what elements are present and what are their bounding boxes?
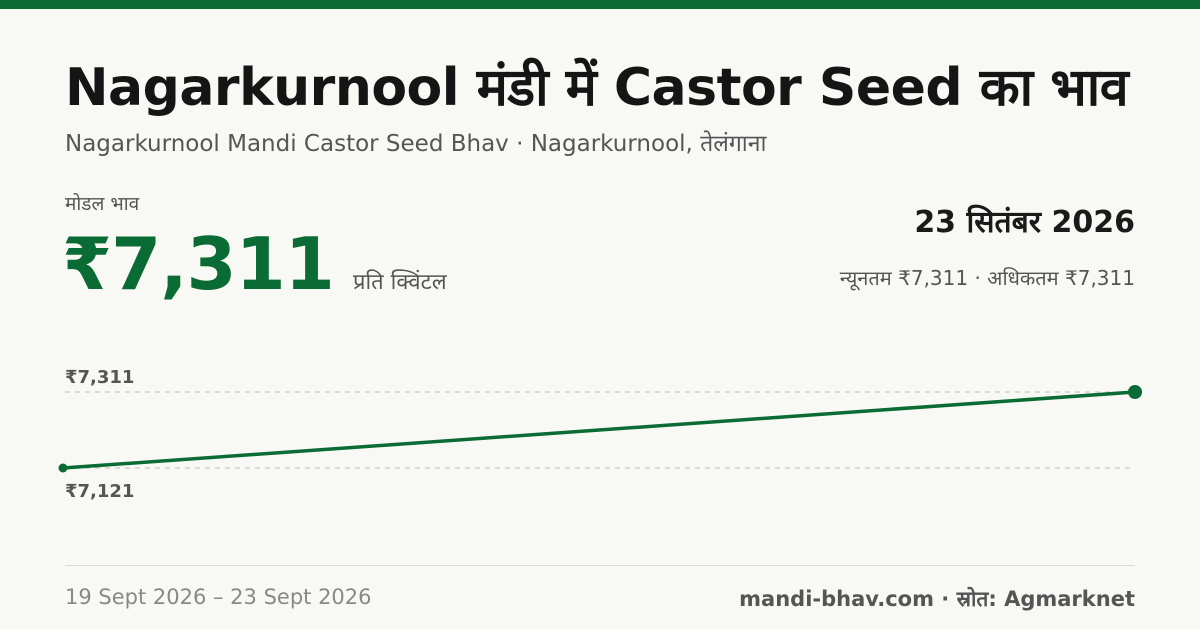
data-point-start bbox=[58, 463, 68, 473]
min-max-range: न्यूनतम ₹7,311 · अधिकतम ₹7,311 bbox=[839, 266, 1135, 290]
price-trend-chart: ₹7,311 ₹7,121 bbox=[58, 367, 1142, 502]
price-line bbox=[61, 390, 1137, 470]
price-date: 23 सितंबर 2026 bbox=[914, 205, 1135, 240]
footer-divider bbox=[65, 565, 1135, 566]
model-price-label: मोडल भाव bbox=[65, 193, 140, 215]
y-tick-label-top: ₹7,311 bbox=[65, 367, 134, 388]
top-accent-bar bbox=[0, 0, 1200, 9]
data-point-end bbox=[1128, 385, 1142, 399]
page-title: Nagarkurnool मंडी में Castor Seed का भाव bbox=[65, 58, 1129, 118]
price-unit: प्रति क्विंटल bbox=[352, 270, 447, 295]
footer-source: mandi-bhav.com · स्रोत: Agmarknet bbox=[739, 587, 1135, 611]
model-price-value: ₹7,311 bbox=[62, 222, 335, 306]
page-subtitle: Nagarkurnool Mandi Castor Seed Bhav · Na… bbox=[65, 131, 767, 157]
footer-date-range: 19 Sept 2026 – 23 Sept 2026 bbox=[65, 585, 372, 609]
model-price-row: ₹7,311 प्रति क्विंटल bbox=[62, 222, 447, 306]
y-tick-label-bottom: ₹7,121 bbox=[65, 481, 134, 502]
